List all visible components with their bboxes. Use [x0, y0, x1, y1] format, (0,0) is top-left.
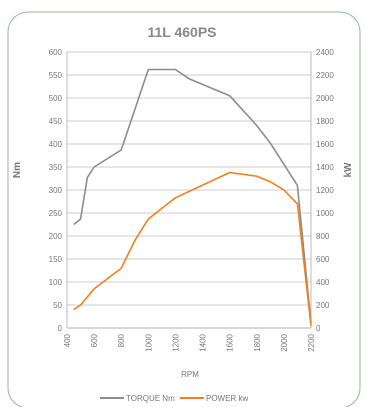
y-right-tick-label: 1200 — [316, 186, 334, 195]
x-tick-label: 1600 — [226, 333, 235, 351]
chart-frame — [7, 11, 361, 407]
y-left-tick-label: 0 — [58, 324, 63, 333]
y-right-tick-label: 600 — [316, 255, 330, 264]
y-right-tick-label: 2000 — [316, 94, 334, 103]
x-tick-label: 2000 — [280, 333, 289, 351]
x-tick-label: 1800 — [253, 333, 262, 351]
y-left-tick-label: 450 — [49, 117, 63, 126]
x-axis-label: RPM — [181, 370, 199, 379]
y-left-tick-label: 250 — [49, 209, 63, 218]
x-tick-label: 800 — [117, 333, 126, 347]
y-right-tick-label: 800 — [316, 232, 330, 241]
y-left-tick-label: 50 — [53, 301, 62, 310]
x-tick-label: 1200 — [171, 333, 180, 351]
y-right-axis-label: kW — [343, 162, 354, 178]
chart-title: 11L 460PS — [147, 24, 216, 40]
series-line-power — [73, 171, 312, 326]
y-right-tick-label: 1400 — [316, 163, 334, 172]
y-left-tick-label: 350 — [49, 163, 63, 172]
y-right-tick-label: 0 — [316, 324, 321, 333]
y-left-tick-label: 200 — [49, 232, 63, 241]
y-left-tick-label: 100 — [49, 278, 63, 287]
y-right-tick-label: 2400 — [316, 48, 334, 57]
series-line-torque — [73, 68, 312, 324]
y-left-tick-labels: 0 50 100 150 200 250 300 350 400 450 500 550 600 — [49, 48, 63, 333]
x-tick-label: 1400 — [199, 333, 208, 351]
y-right-tick-label: 200 — [316, 301, 330, 310]
y-left-tick-label: 400 — [49, 140, 63, 149]
y-right-tick-label: 1800 — [316, 117, 334, 126]
y-left-tick-label: 150 — [49, 255, 63, 264]
x-tick-label: 1000 — [144, 333, 153, 351]
x-tick-label: 400 — [63, 333, 72, 347]
y-left-axis-label: Nm — [12, 162, 23, 178]
grid — [66, 51, 312, 329]
y-right-tick-label: 1000 — [316, 209, 334, 218]
y-right-tick-label: 1600 — [316, 140, 334, 149]
y-left-tick-label: 500 — [49, 94, 63, 103]
y-left-tick-label: 300 — [49, 186, 63, 195]
y-left-tick-label: 550 — [49, 71, 63, 80]
y-right-tick-label: 2200 — [316, 71, 334, 80]
x-tick-label: 600 — [90, 333, 99, 347]
legend-label-power: POWER kw — [206, 394, 248, 403]
y-right-tick-labels: 0 200 400 600 800 1000 1200 1400 1600 1800 2000 220… — [316, 48, 334, 333]
legend-label-torque: TORQUE Nm — [126, 394, 175, 403]
y-left-tick-label: 600 — [49, 48, 63, 57]
legend: TORQUE Nm POWER kw — [100, 394, 248, 403]
x-tick-labels: 400 600 800 1000 1200 1400 1600 1800 2000 2200 — [63, 333, 316, 351]
y-right-tick-label: 400 — [316, 278, 330, 287]
series-lines — [73, 68, 312, 326]
x-tick-label: 2200 — [307, 333, 316, 351]
